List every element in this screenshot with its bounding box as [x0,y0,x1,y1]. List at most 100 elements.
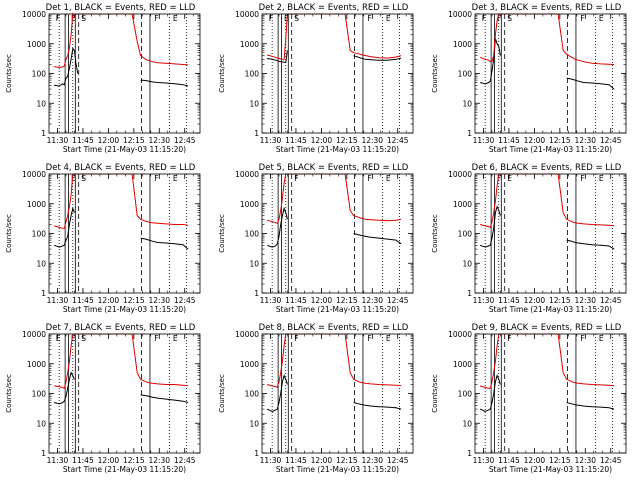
x-tick-label: 12:45 [387,136,409,145]
y-tick-label: 100 [245,230,260,239]
x-tick-label: 11:45 [285,456,307,465]
y-tick-label: 1 [254,289,259,298]
x-tick-label: 12:45 [174,296,196,305]
x-tick-label: 12:15 [336,456,358,465]
y-tick-label: 100 [458,230,473,239]
y-tick-label: 100 [32,230,47,239]
x-tick-label: 12:15 [336,136,358,145]
y-tick-label: 1000 [240,360,259,369]
y-axis-label: Counts/sec [431,374,439,413]
x-tick-label: 12:15 [123,136,145,145]
plot-frame [474,13,627,134]
detector-panel-7: Det 7, BLACK = Events, RED = LLD E E S F E 1 10… [0,320,213,480]
plot-frame [261,173,414,294]
detector-panel-3: Det 3, BLACK = Events, RED = LLD F F S F E 1 10… [426,0,639,160]
detector-panel-1: Det 1, BLACK = Events, RED = LLD F E S F E 1 10… [0,0,213,160]
annotation-label: F [154,174,158,183]
plot-frame [261,333,414,454]
annotation-label: F [294,334,298,343]
annotation-label: E [71,174,76,183]
x-tick-label: 12:15 [123,456,145,465]
chart-title: Det 2, BLACK = Events, RED = LLD [259,3,409,13]
annotation-label: E [386,174,391,183]
x-tick-label: 12:00 [98,296,120,305]
y-tick-label: 10 [36,419,46,428]
annotation-label: E [599,334,604,343]
x-tick-label: 12:30 [361,456,383,465]
series-line-events [53,206,189,250]
x-tick-label: 11:45 [72,456,94,465]
annotation-label: F [580,174,584,183]
annotation-label: S [81,174,86,183]
annotation-label: E [599,14,604,23]
y-tick-label: 1000 [27,360,46,369]
series-line-lld [266,173,402,224]
plot-frame [474,333,627,454]
y-tick-label: 10000 [235,10,259,19]
x-tick-label: 11:45 [72,136,94,145]
x-axis-label: Start Time (21-May-03 11:15:20) [489,145,612,154]
x-tick-label: 12:15 [549,136,571,145]
annotation-label: F [497,174,501,183]
y-tick-label: 10 [36,259,46,268]
y-tick-label: 10 [36,99,46,108]
x-tick-label: 11:30 [260,296,282,305]
annotation-label: E [71,14,76,23]
chart-title: Det 3, BLACK = Events, RED = LLD [472,3,622,13]
y-tick-label: 100 [32,70,47,79]
x-tick-label: 12:00 [311,296,333,305]
y-tick-label: 10000 [448,330,472,339]
x-tick-label: 12:00 [524,296,546,305]
series-line-events [267,50,402,63]
detector-panel-9: Det 9, BLACK = Events, RED = LLD F F E 1 10 10… [426,320,639,480]
y-tick-label: 10 [462,99,472,108]
y-tick-label: 100 [458,390,473,399]
annotation-label: E [173,14,178,23]
annotation-label: E [284,14,289,23]
x-axis-label: Start Time (21-May-03 11:15:20) [63,145,186,154]
y-tick-label: 1000 [27,40,46,49]
annotation-label: F [507,334,511,343]
y-axis-label: Counts/sec [5,54,13,93]
y-tick-label: 10 [249,419,259,428]
annotation-label: E [507,174,512,183]
series-line-events [479,38,615,90]
y-tick-label: 10 [462,259,472,268]
series-line-events [479,205,615,250]
y-tick-label: 10000 [22,10,46,19]
x-tick-label: 11:45 [498,136,520,145]
detector-panel-6: Det 6, BLACK = Events, RED = LLD F E F E 1 10 1… [426,160,639,320]
x-tick-label: 12:45 [387,456,409,465]
x-tick-label: 12:45 [387,296,409,305]
x-axis-label: Start Time (21-May-03 11:15:20) [63,465,186,474]
y-tick-label: 1000 [240,200,259,209]
x-tick-label: 12:30 [148,296,170,305]
annotation-label: F [367,334,371,343]
y-tick-label: 1000 [453,40,472,49]
annotation-label: S [81,334,86,343]
x-axis-label: Start Time (21-May-03 11:15:20) [276,145,399,154]
detector-panel-4: Det 4, BLACK = Events, RED = LLD E S F E 1 10 1… [0,160,213,320]
chart-title: Det 9, BLACK = Events, RED = LLD [472,323,622,333]
x-axis-label: Start Time (21-May-03 11:15:20) [63,305,186,314]
chart-title: Det 6, BLACK = Events, RED = LLD [472,163,622,173]
plot-frame [261,13,414,134]
x-tick-label: 12:00 [524,136,546,145]
y-tick-label: 10000 [235,170,259,179]
annotation-label: F [269,14,273,23]
annotation-label: F [154,14,158,23]
x-tick-label: 12:00 [524,456,546,465]
x-tick-label: 12:00 [98,136,120,145]
x-axis-label: Start Time (21-May-03 11:15:20) [276,305,399,314]
chart-title: Det 5, BLACK = Events, RED = LLD [259,163,409,173]
x-tick-label: 11:45 [498,456,520,465]
y-tick-label: 1 [467,289,472,298]
y-tick-label: 1000 [453,360,472,369]
annotation-label: S [507,14,512,23]
annotation-label: F [580,334,584,343]
x-tick-label: 12:45 [600,296,622,305]
plot-frame [48,333,201,454]
